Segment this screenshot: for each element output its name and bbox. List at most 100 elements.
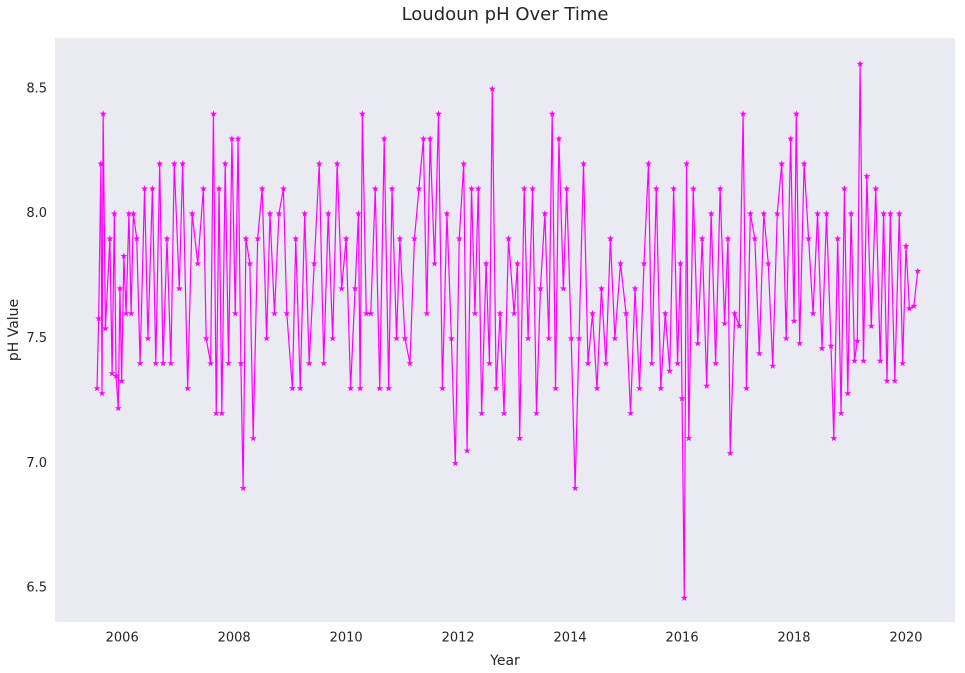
data-point bbox=[393, 334, 400, 342]
data-point bbox=[778, 160, 786, 167]
data-point bbox=[844, 389, 852, 397]
data-point bbox=[721, 319, 729, 327]
data-point bbox=[648, 359, 656, 367]
data-point bbox=[133, 235, 141, 242]
data-point bbox=[136, 359, 144, 367]
data-point bbox=[159, 359, 167, 367]
y-tick-label: 8.5 bbox=[26, 81, 47, 96]
data-point bbox=[743, 384, 750, 392]
data-point bbox=[492, 384, 500, 392]
data-point bbox=[533, 409, 540, 417]
data-point bbox=[837, 409, 845, 417]
data-point bbox=[680, 594, 688, 601]
data-point bbox=[296, 384, 304, 392]
data-point bbox=[258, 185, 266, 192]
data-point bbox=[899, 359, 907, 367]
data-point bbox=[552, 384, 559, 392]
data-point bbox=[338, 284, 346, 292]
data-point bbox=[731, 309, 739, 317]
data-point bbox=[640, 260, 648, 267]
data-point bbox=[125, 210, 133, 217]
data-point bbox=[500, 409, 508, 417]
data-point bbox=[685, 434, 693, 442]
data-point bbox=[746, 210, 754, 217]
data-point bbox=[520, 185, 528, 192]
data-point bbox=[351, 284, 359, 292]
data-point bbox=[529, 185, 536, 192]
data-point bbox=[163, 235, 171, 242]
data-point bbox=[356, 384, 364, 392]
data-point bbox=[116, 284, 124, 292]
data-point bbox=[571, 484, 579, 492]
chart-title: Loudoun pH Over Time bbox=[402, 4, 609, 25]
data-point bbox=[431, 260, 439, 267]
data-point bbox=[769, 362, 777, 369]
data-point bbox=[156, 160, 164, 167]
data-point bbox=[670, 185, 678, 192]
data-point bbox=[611, 334, 619, 342]
data-point bbox=[886, 210, 894, 217]
data-point bbox=[589, 309, 596, 317]
y-tick-label: 7.5 bbox=[26, 331, 47, 346]
data-point bbox=[606, 235, 614, 242]
data-point bbox=[120, 252, 128, 260]
data-point bbox=[880, 210, 888, 217]
plot-area bbox=[55, 38, 955, 622]
data-point bbox=[388, 185, 396, 192]
data-point bbox=[796, 339, 804, 347]
data-point bbox=[486, 359, 493, 367]
data-point bbox=[755, 349, 763, 357]
data-point bbox=[645, 160, 652, 167]
data-point bbox=[482, 260, 490, 267]
data-point bbox=[876, 357, 884, 364]
data-point bbox=[148, 185, 156, 192]
data-point bbox=[823, 210, 830, 217]
data-point bbox=[514, 260, 521, 267]
data-point bbox=[106, 235, 114, 242]
data-point bbox=[280, 185, 287, 192]
data-point bbox=[288, 384, 296, 392]
data-point bbox=[347, 384, 355, 392]
data-point bbox=[814, 210, 821, 217]
data-point bbox=[805, 235, 813, 242]
data-point bbox=[790, 317, 798, 324]
data-point bbox=[98, 389, 106, 397]
data-point bbox=[239, 484, 247, 492]
data-point bbox=[439, 384, 446, 392]
data-point bbox=[703, 382, 711, 389]
data-point bbox=[110, 210, 118, 217]
data-point bbox=[221, 160, 229, 167]
data-point bbox=[396, 235, 404, 242]
data-point bbox=[184, 384, 192, 392]
data-point bbox=[301, 210, 309, 217]
data-point bbox=[419, 135, 427, 142]
data-point bbox=[333, 160, 341, 167]
data-point bbox=[249, 434, 257, 442]
x-tick-label: 2008 bbox=[218, 631, 251, 646]
data-point bbox=[179, 160, 187, 167]
data-point bbox=[231, 309, 239, 317]
data-point bbox=[305, 359, 313, 367]
x-tick-label: 2012 bbox=[442, 631, 475, 646]
data-point bbox=[510, 309, 518, 317]
data-point bbox=[401, 334, 409, 342]
data-point bbox=[207, 359, 215, 367]
data-point bbox=[242, 235, 250, 242]
data-point bbox=[97, 160, 105, 167]
data-point bbox=[580, 160, 587, 167]
data-point bbox=[764, 260, 772, 267]
data-point bbox=[385, 384, 393, 392]
data-point bbox=[478, 409, 486, 417]
data-point bbox=[95, 314, 103, 322]
data-point bbox=[726, 449, 734, 457]
data-point bbox=[905, 304, 913, 312]
data-point bbox=[760, 210, 768, 217]
x-tick-label: 2006 bbox=[106, 631, 139, 646]
data-point bbox=[228, 135, 236, 142]
data-point bbox=[683, 160, 690, 167]
data-point bbox=[152, 359, 160, 367]
data-point bbox=[315, 160, 323, 167]
data-point bbox=[210, 110, 217, 117]
